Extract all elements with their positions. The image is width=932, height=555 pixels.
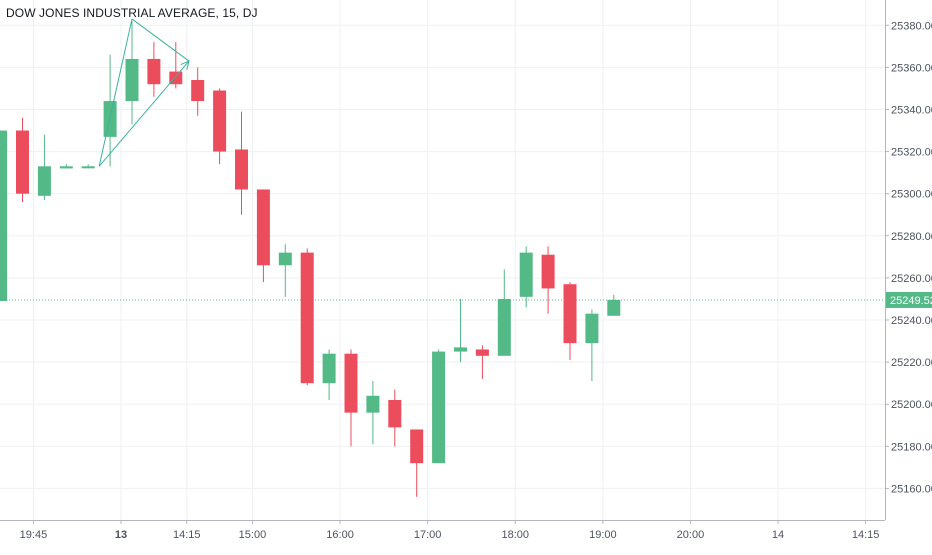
x-tick-label: 19:00 (589, 529, 617, 541)
y-tick-label: 25200.00 (891, 399, 932, 411)
x-tick-label: 14 (772, 529, 784, 541)
candle-body-up (59, 166, 73, 169)
x-tick-label: 19:45 (20, 529, 48, 541)
candle-body-down (147, 58, 161, 85)
y-tick-label: 25180.00 (891, 441, 932, 453)
candle-body-up (278, 252, 292, 266)
candle-body-up (81, 166, 95, 169)
candle-body-down (16, 130, 29, 194)
candle-body-up (585, 313, 599, 344)
annotation-line (131, 18, 190, 62)
y-tick-label: 25300.00 (891, 189, 932, 201)
candle-body-up (322, 353, 336, 384)
candle-body-up (497, 298, 511, 356)
candle-body-down (191, 80, 205, 102)
y-tick-label: 25320.00 (891, 147, 932, 159)
candle-body-up (607, 299, 621, 316)
candle-body-up (366, 395, 380, 413)
candle-body-down (388, 400, 402, 428)
y-tick-label: 25340.00 (891, 104, 932, 116)
candle-body-down (235, 149, 248, 190)
x-tick-label: 18:00 (501, 529, 529, 541)
chart-title: DOW JONES INDUSTRIAL AVERAGE, 15, DJ (6, 6, 258, 20)
candle-body-down (344, 353, 358, 413)
annotation-line (98, 18, 133, 167)
candle-body-up (125, 58, 139, 102)
annotation-line (98, 60, 190, 167)
y-tick-label: 25240.00 (891, 315, 932, 327)
candle-body-up (519, 252, 533, 297)
candle-body-down (256, 189, 270, 266)
x-tick-label: 20:00 (677, 529, 705, 541)
x-tick-label: 14:15 (852, 529, 880, 541)
x-tick-label: 15:00 (239, 529, 267, 541)
y-tick-label: 25260.00 (891, 273, 932, 285)
y-tick-label: 25360.00 (891, 62, 932, 74)
y-tick-label: 25220.00 (891, 357, 932, 369)
candle-body-up (454, 347, 467, 352)
x-tick-label: 13 (115, 529, 127, 541)
candle-body-down (410, 429, 424, 464)
x-tick-label: 16:00 (326, 529, 354, 541)
y-tick-label: 25380.00 (891, 20, 932, 32)
candle-body-down (213, 90, 227, 152)
last-price-label: 25249.52 (890, 295, 932, 307)
candle-body-down (169, 71, 183, 85)
candle-body-up (432, 351, 446, 464)
candle-body-down (563, 284, 577, 344)
candle-body-down (541, 254, 555, 289)
x-tick-label: 17:00 (414, 529, 442, 541)
y-tick-label: 25280.00 (891, 231, 932, 243)
candle-body-up (0, 130, 8, 302)
last-price-label-bg (886, 291, 932, 308)
candle-body-down (300, 252, 314, 384)
annotation-arrowhead (180, 60, 190, 70)
x-tick-label: 14:15 (173, 529, 201, 541)
y-tick-label: 25160.00 (891, 483, 932, 495)
candle-body-up (37, 166, 51, 196)
candle-body-down (475, 349, 489, 356)
